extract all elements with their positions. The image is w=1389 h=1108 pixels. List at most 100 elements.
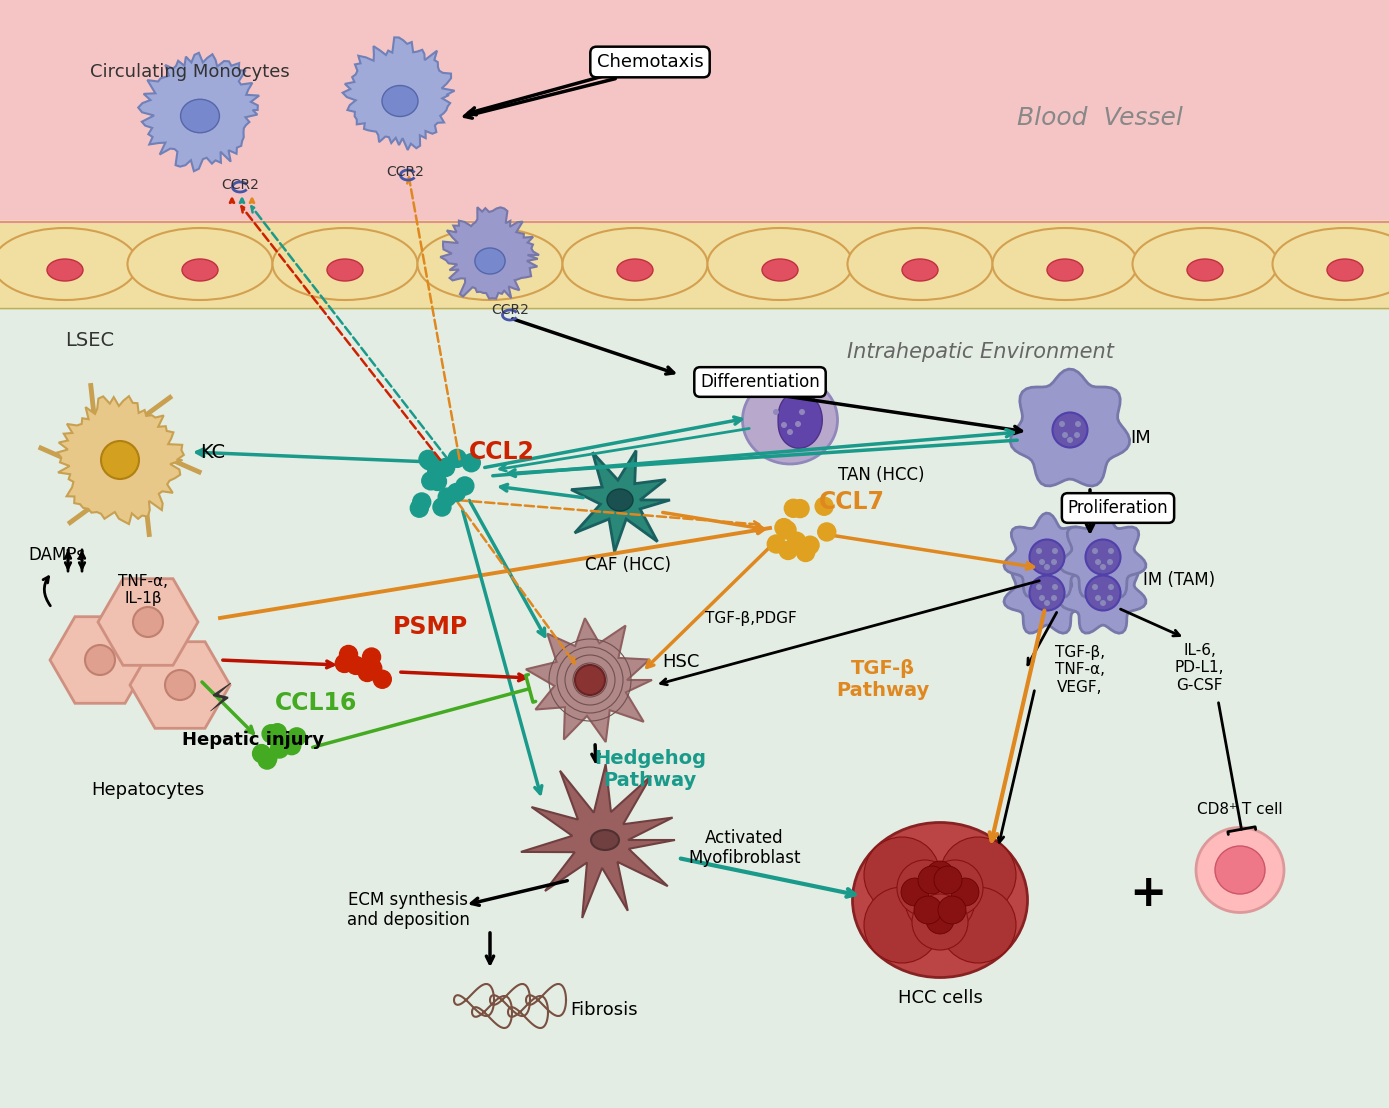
Text: TGF-β,PDGF: TGF-β,PDGF <box>706 611 797 626</box>
Polygon shape <box>139 53 260 172</box>
Ellipse shape <box>382 85 418 116</box>
Circle shape <box>463 454 481 472</box>
Ellipse shape <box>847 228 993 300</box>
Ellipse shape <box>853 822 1028 977</box>
Circle shape <box>792 500 808 517</box>
Polygon shape <box>521 765 675 919</box>
Circle shape <box>436 459 454 476</box>
Ellipse shape <box>575 665 606 695</box>
Circle shape <box>918 866 946 894</box>
Circle shape <box>1095 595 1101 601</box>
Circle shape <box>901 878 929 906</box>
Text: ⚡: ⚡ <box>207 681 233 719</box>
Ellipse shape <box>1215 847 1265 894</box>
Ellipse shape <box>475 248 506 274</box>
Circle shape <box>358 664 376 681</box>
Circle shape <box>258 751 276 769</box>
Circle shape <box>428 472 446 491</box>
Ellipse shape <box>563 228 707 300</box>
Circle shape <box>797 544 814 562</box>
Ellipse shape <box>607 489 633 511</box>
Ellipse shape <box>993 228 1138 300</box>
Circle shape <box>778 521 796 538</box>
Ellipse shape <box>418 228 563 300</box>
Circle shape <box>422 472 440 490</box>
Circle shape <box>413 493 431 511</box>
Ellipse shape <box>128 228 272 300</box>
Text: TNF-α,
IL-1β: TNF-α, IL-1β <box>118 574 168 606</box>
Circle shape <box>364 659 382 677</box>
Ellipse shape <box>326 259 363 281</box>
Text: LSEC: LSEC <box>65 330 114 349</box>
Ellipse shape <box>165 670 194 700</box>
Circle shape <box>914 896 942 924</box>
Ellipse shape <box>1047 259 1083 281</box>
Ellipse shape <box>1132 228 1278 300</box>
Polygon shape <box>778 392 822 449</box>
Ellipse shape <box>906 865 975 935</box>
Circle shape <box>258 749 276 768</box>
Text: KC: KC <box>200 442 225 462</box>
Text: Hepatic injury: Hepatic injury <box>182 731 324 749</box>
Circle shape <box>933 866 963 894</box>
Ellipse shape <box>182 259 218 281</box>
Circle shape <box>1063 432 1068 438</box>
Circle shape <box>271 740 289 758</box>
Circle shape <box>801 536 820 554</box>
Polygon shape <box>440 207 539 299</box>
Circle shape <box>268 724 286 741</box>
Circle shape <box>283 737 300 755</box>
Text: Hedgehog
Pathway: Hedgehog Pathway <box>594 749 706 790</box>
Text: TGF-β,
TNF-α,
VEGF,: TGF-β, TNF-α, VEGF, <box>1056 645 1106 695</box>
Circle shape <box>1039 595 1045 601</box>
Circle shape <box>428 463 446 481</box>
Ellipse shape <box>1272 228 1389 300</box>
Circle shape <box>1051 595 1057 601</box>
Polygon shape <box>343 38 454 150</box>
Circle shape <box>926 861 954 889</box>
Text: Blood  Vessel: Blood Vessel <box>1017 106 1183 130</box>
Ellipse shape <box>0 228 138 300</box>
Ellipse shape <box>913 894 968 950</box>
Ellipse shape <box>1085 575 1121 611</box>
Ellipse shape <box>47 259 83 281</box>
Polygon shape <box>1004 550 1090 634</box>
Ellipse shape <box>101 441 139 479</box>
Circle shape <box>1100 601 1106 606</box>
Text: HSC: HSC <box>663 653 700 671</box>
Circle shape <box>1074 432 1081 438</box>
Ellipse shape <box>864 888 940 963</box>
Text: CAF (HCC): CAF (HCC) <box>585 556 671 574</box>
Text: TGF-β
Pathway: TGF-β Pathway <box>836 659 929 700</box>
Text: DAMPs: DAMPs <box>28 546 85 564</box>
Circle shape <box>1107 560 1113 565</box>
Ellipse shape <box>926 860 983 916</box>
Ellipse shape <box>1085 540 1121 575</box>
Ellipse shape <box>617 259 653 281</box>
Circle shape <box>421 452 439 470</box>
Circle shape <box>781 422 788 428</box>
Circle shape <box>363 648 381 666</box>
Text: IM (TAM): IM (TAM) <box>1143 571 1215 589</box>
Circle shape <box>767 535 785 553</box>
Circle shape <box>1067 437 1072 443</box>
Circle shape <box>1107 595 1113 601</box>
Circle shape <box>410 500 428 517</box>
Text: Chemotaxis: Chemotaxis <box>597 53 703 71</box>
Ellipse shape <box>472 259 508 281</box>
Text: CCR2: CCR2 <box>386 165 424 179</box>
Circle shape <box>1058 421 1065 427</box>
Circle shape <box>818 523 836 541</box>
Circle shape <box>788 532 806 551</box>
Circle shape <box>447 483 465 502</box>
Text: Activated
Myofibroblast: Activated Myofibroblast <box>688 829 800 868</box>
Circle shape <box>1092 584 1097 589</box>
Polygon shape <box>526 618 651 742</box>
Circle shape <box>288 728 306 746</box>
Ellipse shape <box>181 100 219 133</box>
Polygon shape <box>131 642 231 728</box>
Text: HCC cells: HCC cells <box>897 989 982 1007</box>
Polygon shape <box>571 451 669 552</box>
Ellipse shape <box>897 860 953 916</box>
Circle shape <box>938 896 965 924</box>
